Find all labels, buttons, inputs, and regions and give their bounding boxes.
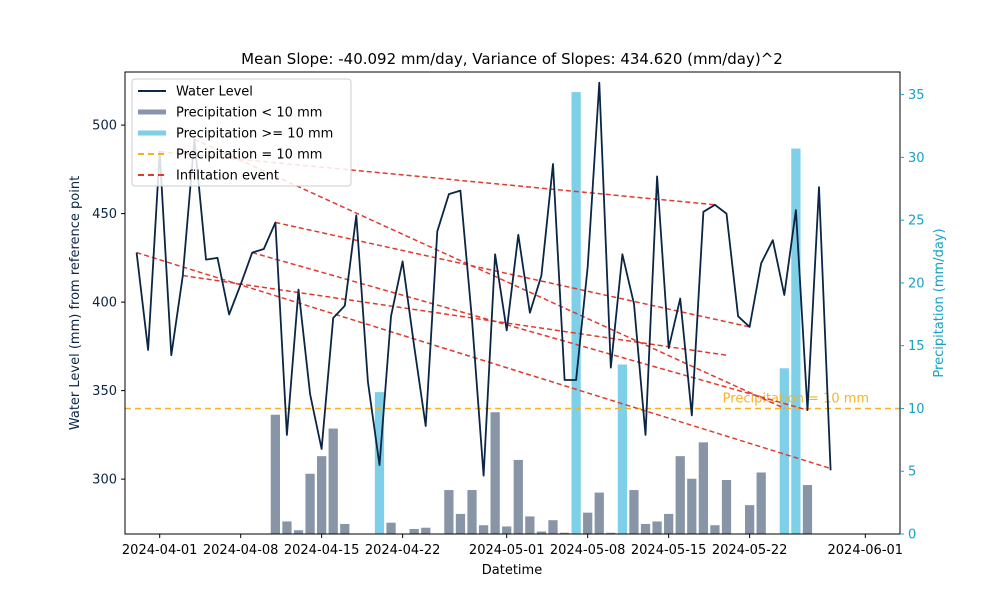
left-y-tick-label: 300 xyxy=(92,473,117,488)
infiltration-event-line xyxy=(136,251,831,470)
precipitation-bar xyxy=(640,523,651,534)
infiltration-event-line xyxy=(275,221,750,328)
legend-label: Precipitation < 10 mm xyxy=(176,106,322,121)
precipitation-bar xyxy=(490,412,500,534)
water-level-series xyxy=(135,81,832,477)
precipitation-bar xyxy=(502,526,512,534)
precipitation-bar xyxy=(779,368,789,534)
left-y-axis-label: Water Level (mm) from reference point xyxy=(68,176,83,430)
precipitation-bar xyxy=(687,478,697,534)
legend: Water Level Precipitation < 10 mm Precipit… xyxy=(131,78,352,187)
precipitation-bar xyxy=(455,513,466,534)
x-tick-label: 2024-04-22 xyxy=(365,543,441,558)
precipitation-bar xyxy=(525,516,535,534)
precipitation-bar xyxy=(536,531,547,534)
precipitation-bar xyxy=(305,473,315,534)
infiltration-events xyxy=(136,138,831,470)
precipitation-bar xyxy=(721,480,732,534)
precipitation-bar xyxy=(421,527,431,534)
precipitation-bar xyxy=(478,525,489,534)
precipitation-bar xyxy=(594,492,604,534)
precipitation-bar xyxy=(293,530,304,534)
precipitation-bar xyxy=(675,456,685,534)
precipitation-bar xyxy=(606,532,616,534)
precipitation-bar xyxy=(745,505,755,534)
precipitation-bar xyxy=(756,472,766,534)
right-y-axis: 0 5 10 15 20 25 30 35 xyxy=(900,88,925,543)
right-y-tick-label: 25 xyxy=(908,214,925,229)
right-y-tick-label: 5 xyxy=(908,465,916,480)
precipitation-bar xyxy=(583,512,593,534)
x-tick-label: 2024-05-08 xyxy=(550,543,626,558)
left-y-axis: 300 350 400 450 500 xyxy=(92,119,125,488)
precipitation-bar xyxy=(710,525,720,534)
right-y-tick-label: 35 xyxy=(908,88,925,103)
infiltration-event-line xyxy=(252,251,808,411)
legend-label: Precipitation = 10 mm xyxy=(176,148,322,163)
threshold-line-group: Precipitation = 10 mm xyxy=(125,391,900,410)
precipitation-bar xyxy=(698,442,708,534)
precipitation-bar xyxy=(386,522,396,534)
legend-label: Precipitation >= 10 mm xyxy=(176,127,333,142)
precipitation-bar xyxy=(270,414,280,534)
legend-box xyxy=(131,78,352,187)
x-tick-label: 2024-04-01 xyxy=(122,543,198,558)
x-axis-label: Datetime xyxy=(482,563,542,578)
precipitation-bar xyxy=(317,456,327,534)
precipitation-bar xyxy=(444,490,454,534)
precipitation-bar xyxy=(548,520,558,534)
left-y-tick-label: 400 xyxy=(92,296,117,311)
precipitation-bar xyxy=(409,528,419,534)
legend-label: Water Level xyxy=(176,85,253,100)
right-y-tick-label: 10 xyxy=(908,402,925,417)
right-y-tick-label: 30 xyxy=(908,151,925,166)
precipitation-bar xyxy=(328,428,338,534)
threshold-label: Precipitation = 10 mm xyxy=(723,391,869,406)
precipitation-bar xyxy=(802,485,813,534)
precipitation-bar xyxy=(617,364,628,534)
x-tick-label: 2024-05-01 xyxy=(469,543,545,558)
x-tick-label: 2024-06-01 xyxy=(828,543,904,558)
x-tick-label: 2024-04-08 xyxy=(203,543,279,558)
infiltration-event-line xyxy=(182,274,727,356)
water-level-line xyxy=(135,81,832,477)
x-tick-label: 2024-05-15 xyxy=(631,543,707,558)
chart-title: Mean Slope: -40.092 mm/day, Variance of … xyxy=(241,50,783,68)
right-y-tick-label: 20 xyxy=(908,276,925,291)
left-y-tick-label: 450 xyxy=(92,207,117,222)
precipitation-bar xyxy=(791,148,801,534)
precipitation-bar xyxy=(629,490,639,534)
right-y-tick-label: 15 xyxy=(908,339,925,354)
right-y-tick-label: 0 xyxy=(908,528,916,543)
left-y-tick-label: 500 xyxy=(92,119,117,134)
precipitation-bar xyxy=(652,521,662,534)
x-axis: 2024-04-01 2024-04-08 2024-04-15 2024-04-22… xyxy=(122,534,903,558)
precipitation-bars xyxy=(270,92,813,534)
left-y-tick-label: 350 xyxy=(92,384,117,399)
x-tick-label: 2024-04-15 xyxy=(284,543,360,558)
precipitation-bar xyxy=(664,513,674,534)
precipitation-bar xyxy=(467,490,477,534)
plot-frame xyxy=(124,71,901,535)
x-tick-label: 2024-05-22 xyxy=(712,543,788,558)
legend-label: Infiltation event xyxy=(176,169,279,184)
precipitation-bar xyxy=(340,523,350,534)
precipitation-bar xyxy=(282,521,292,534)
precipitation-bar xyxy=(559,532,570,534)
right-y-axis-label: Precipitation (mm/day) xyxy=(932,228,947,377)
precipitation-bar xyxy=(513,459,523,534)
